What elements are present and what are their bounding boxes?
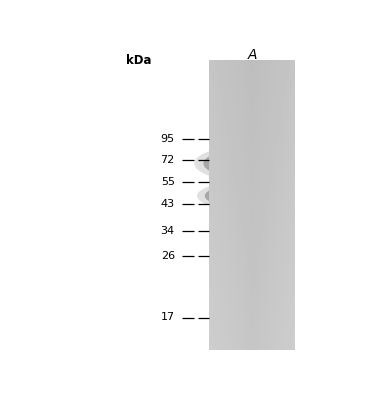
Ellipse shape [197,182,279,209]
Text: 17: 17 [161,312,175,322]
Ellipse shape [203,150,282,177]
Text: 34: 34 [161,226,175,236]
Ellipse shape [194,147,291,180]
Ellipse shape [220,156,265,172]
Text: 43: 43 [161,198,175,208]
Text: 95: 95 [161,134,175,144]
Text: 26: 26 [161,251,175,261]
Ellipse shape [225,192,251,200]
Text: A: A [248,48,257,62]
Ellipse shape [205,185,271,207]
Text: kDa: kDa [126,54,151,67]
Text: 72: 72 [161,156,175,166]
Text: 55: 55 [161,177,175,187]
Ellipse shape [219,190,257,202]
Ellipse shape [212,188,263,204]
Ellipse shape [227,158,258,169]
Ellipse shape [212,153,272,174]
